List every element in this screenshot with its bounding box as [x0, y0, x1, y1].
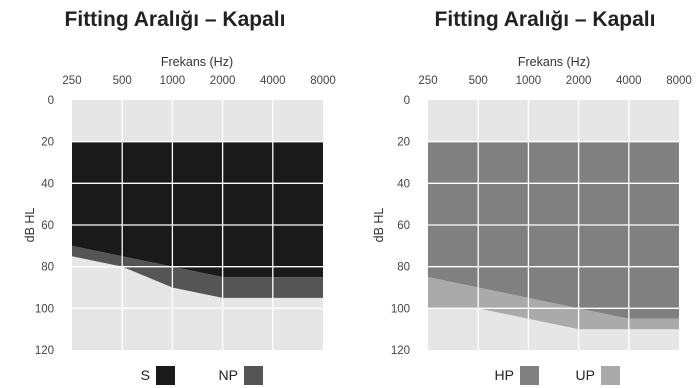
area-hp	[428, 141, 679, 319]
y-tick-label: 60	[41, 220, 54, 232]
x-tick-label: 1000	[516, 75, 542, 87]
legend-label-hp: HP	[495, 367, 514, 383]
grid-lines	[72, 100, 323, 350]
chart-title: Fitting Aralığı – Kapalı	[435, 8, 656, 31]
grid-lines	[428, 100, 679, 350]
y-tick-label: 80	[397, 262, 410, 274]
y-axis-label: dB HL	[372, 208, 386, 243]
legend-label-np: NP	[219, 367, 238, 383]
x-tick-label: 500	[469, 75, 488, 87]
legend-swatch-np	[244, 366, 263, 385]
x-tick-label: 250	[62, 75, 81, 87]
y-tick-label: 100	[391, 303, 410, 315]
x-tick-label: 2000	[210, 75, 236, 87]
x-tick-label: 4000	[260, 75, 286, 87]
area-up	[428, 277, 679, 330]
x-tick-label: 8000	[310, 75, 336, 87]
x-tick-label: 500	[113, 75, 132, 87]
y-axis-label: dB HL	[23, 208, 37, 243]
y-tick-label: 120	[35, 345, 54, 357]
x-tick-label: 2000	[566, 75, 592, 87]
legend-label-up: UP	[576, 367, 595, 383]
x-tick-label: 8000	[666, 75, 692, 87]
legend: S NP	[141, 366, 263, 385]
y-tick-label: 40	[41, 178, 54, 190]
area-np	[72, 245, 323, 298]
y-tick-label: 60	[397, 220, 410, 232]
y-tick-label: 80	[41, 262, 54, 274]
x-tick-label: 1000	[160, 75, 186, 87]
x-axis-label: Frekans (Hz)	[518, 55, 590, 69]
y-tick-label: 120	[391, 345, 410, 357]
area-s	[72, 141, 323, 278]
x-tick-labels: 250 500 1000 2000 4000 8000	[62, 75, 335, 87]
y-tick-label: 40	[397, 178, 410, 190]
legend-swatch-hp	[520, 366, 539, 385]
y-tick-label: 0	[48, 95, 54, 107]
x-tick-labels: 250 500 1000 2000 4000 8000	[418, 75, 691, 87]
legend: HP UP	[495, 366, 620, 385]
chart-left: Fitting Aralığı – Kapalı Frekans (Hz) dB…	[23, 8, 336, 385]
legend-swatch-up	[601, 366, 620, 385]
y-tick-labels: 0 20 40 60 80 100 120	[391, 95, 410, 357]
y-tick-label: 0	[404, 95, 410, 107]
area-series-group	[428, 141, 679, 330]
y-tick-label: 20	[397, 137, 410, 149]
chart-title: Fitting Aralığı – Kapalı	[65, 8, 286, 31]
y-tick-label: 100	[35, 303, 54, 315]
y-tick-labels: 0 20 40 60 80 100 120	[35, 95, 54, 357]
y-tick-label: 20	[41, 137, 54, 149]
x-tick-label: 250	[418, 75, 437, 87]
legend-swatch-s	[156, 366, 175, 385]
area-series-group	[72, 141, 323, 298]
x-tick-label: 4000	[616, 75, 642, 87]
legend-label-s: S	[141, 367, 150, 383]
chart-right: Fitting Aralığı – Kapalı Frekans (Hz) dB…	[372, 8, 692, 385]
x-axis-label: Frekans (Hz)	[161, 55, 233, 69]
